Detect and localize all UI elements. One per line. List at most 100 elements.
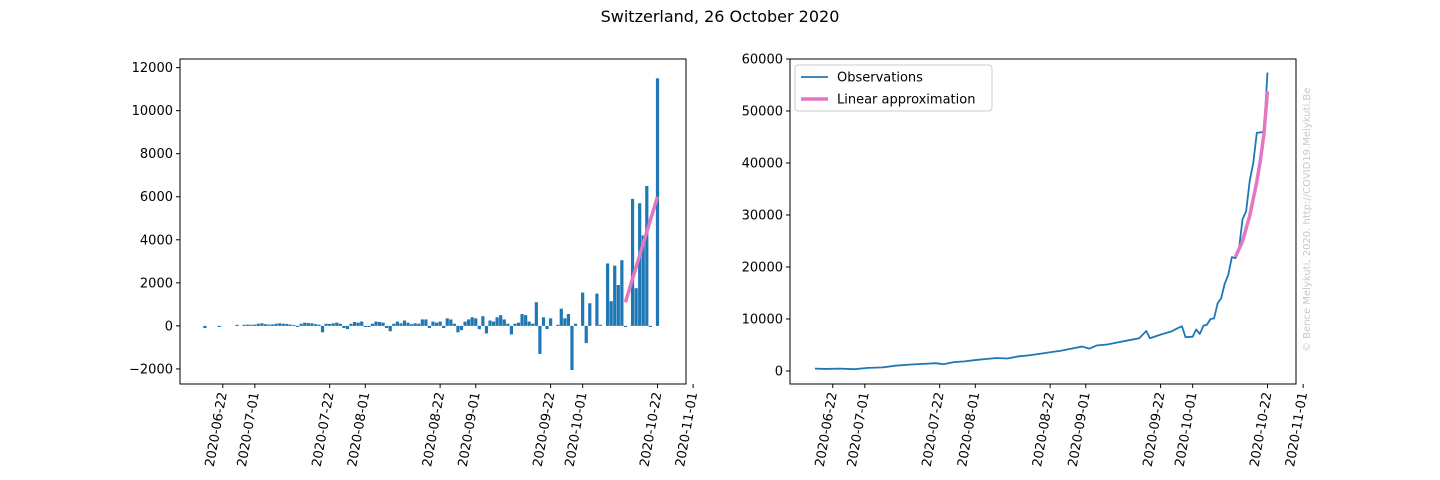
daily-bar <box>395 321 399 326</box>
daily-bar <box>613 265 617 326</box>
daily-bar <box>470 317 474 326</box>
daily-bar <box>527 321 531 326</box>
daily-bar <box>377 322 382 326</box>
daily-bar <box>253 324 257 326</box>
linear-approximation-line <box>623 196 660 303</box>
daily-bar <box>249 324 253 326</box>
daily-bar <box>495 317 499 326</box>
daily-bar <box>392 323 396 326</box>
cumulative-line-chart: 0 10000 20000 30000 40000 50000 60000 2020-06-2… <box>742 53 1311 469</box>
daily-bar <box>399 323 403 326</box>
daily-bar <box>584 325 588 344</box>
daily-bar <box>463 321 467 326</box>
daily-bar <box>338 323 342 326</box>
daily-bar <box>388 325 392 332</box>
daily-bar <box>288 324 293 326</box>
daily-bar <box>541 317 546 326</box>
daily-bar <box>481 316 485 326</box>
daily-bar <box>449 319 453 326</box>
x-tick-label: 2020-08-22 <box>420 391 448 468</box>
plot-frame <box>789 58 1297 385</box>
daily-bar <box>281 323 285 326</box>
daily-bar <box>278 323 282 326</box>
credit-text: © Bence Melykuti, 2020. http://COVID19.M… <box>1302 88 1313 352</box>
x-tick-label: 2020-06-22 <box>203 391 231 468</box>
daily-bar <box>474 318 478 326</box>
daily-bar <box>491 321 496 326</box>
daily-bar <box>506 323 510 326</box>
daily-bar <box>499 315 503 326</box>
x-tick-label: 2020-07-01 <box>845 391 873 468</box>
y-tick-label: 10000 <box>742 313 783 328</box>
legend-label: Observations <box>837 71 923 86</box>
daily-bar <box>598 324 603 326</box>
daily-bar <box>413 323 417 326</box>
plot-frame <box>179 58 687 385</box>
legend-box <box>794 64 993 112</box>
x-tick-label: 2020-10-01 <box>563 391 591 468</box>
daily-bar <box>588 303 592 326</box>
daily-bar <box>516 322 521 326</box>
y-tick-label: 10000 <box>132 104 173 119</box>
daily-bar <box>548 318 553 326</box>
daily-bar <box>353 322 357 326</box>
daily-bar <box>545 325 549 330</box>
y-tick-label: 40000 <box>742 157 783 172</box>
daily-bar <box>203 325 207 329</box>
daily-bar <box>324 323 328 326</box>
daily-bar <box>609 301 613 326</box>
daily-bar <box>310 323 314 326</box>
x-tick-label: 2020-08-01 <box>345 391 373 468</box>
daily-bar <box>434 322 439 326</box>
daily-bar <box>263 324 268 326</box>
daily-bar-chart: −2000 0 2000 4000 6000 8000 10000 12000 2020-06-… <box>129 58 701 468</box>
y-tick-label: 4000 <box>140 233 173 248</box>
daily-bar <box>459 325 464 331</box>
daily-bar <box>406 322 410 326</box>
daily-bar <box>349 323 353 326</box>
daily-bar <box>363 325 367 327</box>
daily-bar <box>538 325 542 354</box>
daily-bar <box>295 325 300 327</box>
daily-bar <box>513 323 517 326</box>
y-tick-label: 2000 <box>140 276 173 291</box>
y-tick-label: −2000 <box>129 362 173 377</box>
y-tick-label: 12000 <box>132 61 173 76</box>
daily-bar <box>345 325 350 330</box>
daily-bar <box>616 284 620 326</box>
x-tick-label: 2020-08-01 <box>955 391 983 468</box>
daily-bar <box>303 322 307 326</box>
y-tick-label: 0 <box>165 319 173 334</box>
daily-bar <box>246 324 250 326</box>
legend-label: Linear approximation <box>837 93 975 108</box>
daily-bar <box>385 325 389 329</box>
x-tick-label: 2020-07-22 <box>920 391 948 468</box>
daily-bar <box>271 324 275 326</box>
y-tick-label: 8000 <box>140 147 173 162</box>
y-tick-label: 6000 <box>140 190 173 205</box>
daily-bar <box>563 318 567 326</box>
x-tick-label: 2020-08-22 <box>1030 391 1058 468</box>
daily-bar <box>502 319 506 326</box>
y-tick-label: 0 <box>775 365 783 380</box>
daily-bar <box>634 288 638 326</box>
y-tick-label: 60000 <box>742 53 783 68</box>
daily-bar <box>570 325 574 371</box>
x-tick-label: 2020-10-22 <box>1248 391 1276 468</box>
daily-bar <box>331 323 335 326</box>
daily-bar <box>274 323 278 326</box>
daily-bar <box>534 302 538 326</box>
daily-bar <box>445 318 449 326</box>
daily-bar <box>370 323 375 326</box>
daily-bar <box>467 319 471 326</box>
daily-bar <box>566 314 571 326</box>
daily-bar <box>573 323 578 326</box>
daily-bar <box>374 321 378 326</box>
x-tick-label: 2020-11-01 <box>673 391 701 468</box>
daily-bar <box>477 325 481 330</box>
daily-bar <box>306 323 310 326</box>
daily-bar <box>342 325 346 329</box>
daily-bar <box>431 321 435 326</box>
linear-approximation-line <box>1233 91 1270 258</box>
x-tick-label: 2020-09-01 <box>1066 391 1094 468</box>
